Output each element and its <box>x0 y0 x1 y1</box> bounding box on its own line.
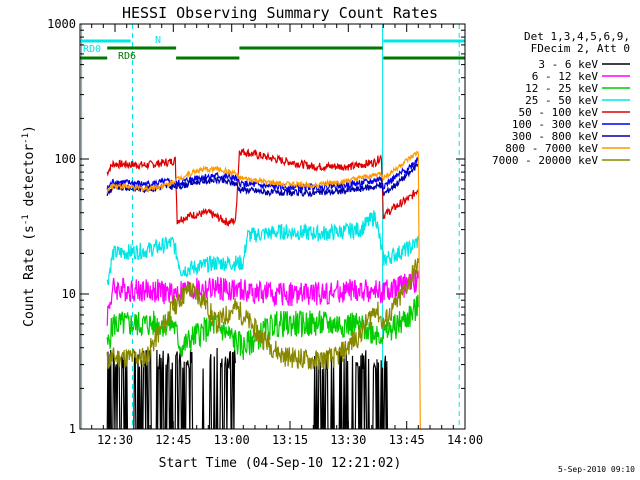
chart-title: HESSI Observing Summary Count Rates <box>122 4 438 22</box>
x-tick-label-12:45: 12:45 <box>155 433 191 447</box>
y-tick-label-100: 100 <box>54 152 76 166</box>
annotation-n: N <box>155 35 161 46</box>
x-axis-label: Start Time (04-Sep-10 12:21:02) <box>159 456 402 471</box>
legend-label-0: 3 - 6 keV <box>538 58 598 71</box>
x-axis: 12:30 12:45 13:00 13:15 13:30 13:45 14:00 <box>91 24 483 447</box>
legend-label-5: 100 - 300 keV <box>512 118 598 131</box>
legend-header-line-1: Det 1,3,4,5,6,9, <box>524 30 630 43</box>
legend-label-3: 25 - 50 keV <box>525 94 598 107</box>
series-line-50-100keV-0 <box>106 148 419 228</box>
series-line-7000-20000keV-0 <box>106 258 419 370</box>
y-tick-label-1000: 1000 <box>47 17 76 31</box>
legend-label-6: 300 - 800 keV <box>512 130 598 143</box>
series-line-100-300keV-0 <box>106 157 419 192</box>
y-label-sup1: -1 <box>21 214 31 225</box>
x-tick-label-12:30: 12:30 <box>97 433 133 447</box>
y-label-mid: detector <box>22 144 37 215</box>
annotation-rd0: RD0 <box>83 44 101 55</box>
plot-frame <box>79 23 466 430</box>
y-label-end: ) <box>22 125 37 133</box>
x-tick-label-14:00: 14:00 <box>447 433 483 447</box>
series-line-3-6keV-0 <box>106 347 236 429</box>
generated-timestamp: 5-Sep-2010 09:10 <box>558 465 635 474</box>
legend-label-8: 7000 - 20000 keV <box>492 154 598 167</box>
series-line-800-7000keV-0 <box>106 150 421 429</box>
legend-label-7: 800 - 7000 keV <box>505 142 598 155</box>
y-axis: 1 10 100 1000 <box>47 17 465 436</box>
legend-label-2: 12 - 25 keV <box>525 82 598 95</box>
y-tick-label-1: 1 <box>69 422 76 436</box>
x-tick-label-13:45: 13:45 <box>389 433 425 447</box>
y-tick-label-10: 10 <box>62 287 76 301</box>
x-tick-label-13:15: 13:15 <box>272 433 308 447</box>
x-tick-label-13:00: 13:00 <box>214 433 250 447</box>
y-axis-label: Count Rate (s-1 detector-1) <box>21 125 37 327</box>
plot-area: RD0 RD6 N <box>80 24 465 429</box>
y-label-sup2: -1 <box>21 133 31 144</box>
series-line-25-50keV-0 <box>106 210 419 286</box>
series-line-6-12keV-0 <box>106 269 419 326</box>
legend: Det 1,3,4,5,6,9, FDecim 2, Att 0 3 - 6 k… <box>492 30 630 167</box>
legend-label-4: 50 - 100 keV <box>519 106 599 119</box>
legend-header-line-2: FDecim 2, Att 0 <box>531 42 630 55</box>
x-tick-label-13:30: 13:30 <box>330 433 366 447</box>
y-label-main: Count Rate (s <box>22 225 37 327</box>
annotation-rd6: RD6 <box>118 51 136 62</box>
legend-label-1: 6 - 12 keV <box>532 70 599 83</box>
